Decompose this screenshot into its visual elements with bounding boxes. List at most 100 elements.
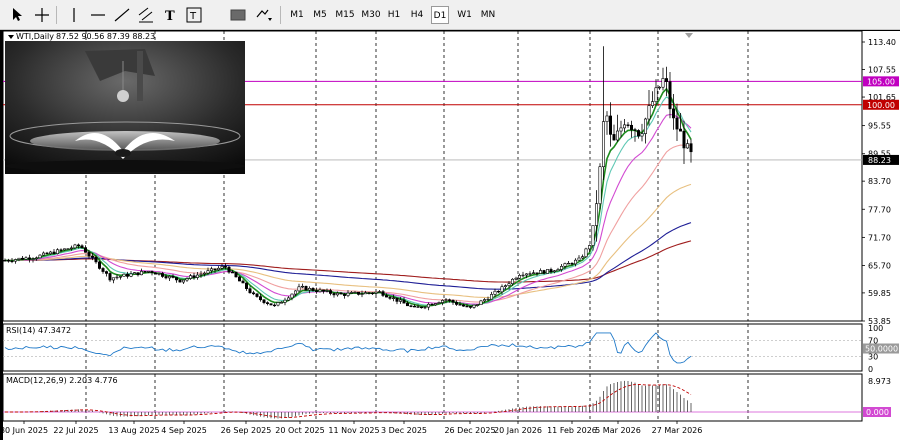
candle-body bbox=[640, 133, 644, 137]
candle-body bbox=[612, 134, 616, 141]
crosshair-tool-button[interactable] bbox=[32, 5, 52, 25]
candle-body bbox=[52, 251, 56, 254]
timeframe-d1-button[interactable]: D1 bbox=[431, 6, 449, 24]
candle-body bbox=[91, 255, 95, 258]
candle-body bbox=[486, 298, 490, 301]
candle-body bbox=[689, 143, 693, 153]
candle-body bbox=[304, 285, 308, 291]
candle-body bbox=[220, 266, 224, 269]
vertical-line-tool-button[interactable] bbox=[64, 5, 84, 25]
timeframe-w1-button[interactable]: W1 bbox=[457, 10, 472, 20]
candle-body bbox=[140, 271, 144, 276]
candle-body bbox=[650, 101, 654, 106]
rectangle-icon bbox=[230, 9, 246, 21]
candle-body bbox=[549, 269, 553, 273]
svg-text:T: T bbox=[165, 9, 175, 24]
price-tick-label: 77.70 bbox=[868, 205, 891, 214]
price-tick-label: 89.55 bbox=[868, 150, 891, 159]
collapse-arrow-icon[interactable] bbox=[8, 35, 14, 39]
candle-body bbox=[384, 295, 388, 298]
timeframe-h1-button[interactable]: H1 bbox=[387, 10, 401, 20]
candle-body bbox=[531, 272, 535, 274]
candle-body bbox=[210, 268, 214, 271]
candle-body bbox=[377, 291, 381, 293]
candle-body bbox=[224, 266, 228, 268]
chart-area[interactable]: 113.40 107.55 101.65 95.55 89.55 83.70 77.70 71… bbox=[0, 30, 900, 440]
candle-body bbox=[594, 203, 598, 226]
horizontal-line-tool-button[interactable] bbox=[88, 5, 108, 25]
candle-body bbox=[168, 275, 172, 279]
candle-body bbox=[164, 276, 168, 279]
candle-body bbox=[101, 268, 105, 272]
candle-body bbox=[31, 258, 35, 260]
candle-body bbox=[496, 290, 500, 293]
candle-body bbox=[584, 248, 588, 258]
timeframe-m5-button[interactable]: M5 bbox=[313, 10, 327, 20]
scroll-marker-icon[interactable] bbox=[685, 33, 693, 38]
candle-body bbox=[115, 276, 119, 279]
rsi-tick-label: 100 bbox=[868, 324, 883, 333]
time-axis-label: 26 Dec 2025 bbox=[444, 426, 495, 435]
candle-body bbox=[363, 292, 367, 295]
timeframe-h4-button[interactable]: H4 bbox=[410, 10, 424, 20]
cursor-tool-button[interactable] bbox=[8, 5, 28, 25]
level-label: 100.00 bbox=[867, 101, 895, 110]
time-axis-label: 11 Nov 2025 bbox=[328, 426, 379, 435]
macd-pane-border bbox=[2, 373, 863, 422]
candle-body bbox=[38, 254, 42, 259]
candle-body bbox=[591, 225, 595, 246]
ma-orange-line bbox=[5, 183, 692, 299]
candle-body bbox=[482, 299, 486, 302]
candle-body bbox=[685, 143, 689, 149]
candle-body bbox=[255, 293, 259, 297]
equidistant-channel-icon bbox=[138, 7, 153, 23]
trendline-tool-button[interactable] bbox=[112, 5, 132, 25]
candle-body bbox=[20, 257, 24, 260]
candle-body bbox=[293, 290, 297, 295]
price-tick-label: 95.55 bbox=[868, 122, 891, 131]
rectangle-tool-button[interactable] bbox=[228, 5, 248, 25]
timeframe-mn-button[interactable]: MN bbox=[480, 10, 496, 20]
candle-body bbox=[231, 271, 235, 274]
candle-body bbox=[119, 276, 123, 278]
candle-body bbox=[175, 277, 179, 281]
candle-body bbox=[203, 272, 207, 275]
price-tick-label: 83.70 bbox=[868, 177, 891, 186]
candle-body bbox=[398, 299, 402, 302]
equidistant-channel-tool-button[interactable] bbox=[136, 5, 156, 25]
candle-body bbox=[566, 262, 570, 265]
price-tick-label: 65.70 bbox=[868, 261, 891, 270]
candle-body bbox=[412, 305, 416, 308]
candle-body bbox=[227, 266, 231, 273]
candle-body bbox=[430, 303, 434, 306]
candle-body bbox=[668, 81, 672, 110]
timeframe-m1-button[interactable]: M1 bbox=[290, 10, 304, 20]
candle-body bbox=[629, 124, 633, 130]
vertical-line-icon bbox=[73, 8, 75, 22]
time-axis-label: 20 Jan 2026 bbox=[494, 426, 542, 435]
candle-body bbox=[217, 267, 221, 271]
candle-body bbox=[538, 270, 542, 274]
candle-body bbox=[388, 296, 392, 299]
candle-body bbox=[342, 293, 346, 296]
candle-body bbox=[7, 260, 11, 262]
candle-body bbox=[185, 278, 189, 281]
candle-body bbox=[332, 293, 336, 296]
candle-body bbox=[349, 292, 353, 294]
candle-body bbox=[325, 290, 329, 292]
candle-body bbox=[178, 279, 182, 283]
text-tool-button[interactable]: T bbox=[160, 5, 180, 25]
text-label-tool-button[interactable]: T bbox=[184, 5, 204, 25]
shapes-tool-button[interactable] bbox=[254, 5, 274, 25]
candle-body bbox=[328, 290, 332, 294]
candle-body bbox=[241, 280, 245, 284]
candle-body bbox=[196, 274, 200, 278]
timeframe-m30-button[interactable]: M30 bbox=[361, 10, 381, 20]
candle-body bbox=[94, 256, 98, 263]
rsi-tick-label: 30 bbox=[868, 353, 878, 362]
timeframe-m15-button[interactable]: M15 bbox=[335, 10, 355, 20]
candle-body bbox=[437, 302, 441, 304]
toolbar-separator bbox=[56, 6, 57, 24]
candle-body bbox=[276, 302, 280, 306]
candle-body bbox=[66, 248, 70, 250]
